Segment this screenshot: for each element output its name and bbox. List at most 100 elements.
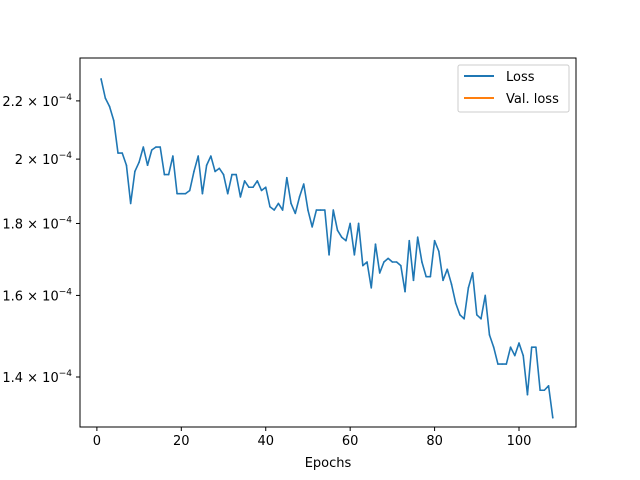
x-tick-label: 80 [426,434,443,449]
data-point [340,236,343,239]
data-point [121,152,124,154]
data-point [336,229,339,232]
y-tick-label: 2 × 10−4 [15,151,73,168]
y-axis-ticks: 1.4 × 10−4 1.6 × 10−4 1.8 × 10−4 2 × 10−4 2.… [2,93,80,386]
data-point [357,222,360,225]
data-point [509,346,512,349]
legend-label-loss: Loss [506,70,535,85]
data-point [222,173,225,176]
data-point [522,354,525,357]
data-point [210,155,212,157]
data-point [383,261,385,263]
data-point [248,186,250,189]
x-tick-label: 40 [257,434,274,449]
data-point [492,346,495,349]
data-point [463,317,465,320]
data-point [526,393,529,396]
data-point [155,146,157,148]
data-point [315,209,318,211]
data-point [543,389,546,392]
data-point [535,346,537,349]
data-point [243,180,246,182]
data-point [252,186,254,189]
data-point [319,209,322,211]
data-point [450,283,453,285]
legend: Loss Val. loss [457,64,570,113]
data-point [294,212,297,215]
data-point [370,287,373,289]
data-point [290,202,292,205]
data-point [442,279,444,282]
data-point [269,205,271,208]
data-point [425,275,427,278]
data-point [551,416,554,419]
x-tick-label: 20 [173,434,190,449]
data-point [416,236,419,239]
data-point [476,314,478,316]
data-point [505,363,508,365]
legend-label-val-loss: Val. loss [506,92,559,107]
data-point [471,272,474,274]
data-point [205,164,208,167]
data-point [387,257,389,260]
data-point [378,272,381,274]
data-point [353,254,356,256]
data-point [480,317,482,320]
data-point [391,261,394,263]
data-point [112,119,115,122]
data-point [226,192,229,195]
data-point [150,149,153,151]
data-point [286,176,288,179]
data-point [142,146,145,148]
data-point [159,146,161,148]
data-point [134,170,136,173]
x-axis-label: Epochs [305,456,352,471]
data-point [231,173,233,176]
data-point [193,170,195,173]
data-point [172,155,174,157]
data-point [366,261,368,263]
data-point [345,239,347,242]
data-point [273,209,275,211]
data-point [167,173,170,176]
data-point [125,164,128,167]
data-point [530,346,533,349]
data-point [117,152,119,154]
x-axis-ticks: 0 20 40 60 80 100 [93,427,532,449]
data-point [201,192,204,195]
data-point [104,97,107,99]
data-point [454,302,457,304]
data-point [184,192,187,195]
series-line-0 [100,78,554,419]
data-point [311,226,313,228]
data-point [497,363,499,365]
data-point [163,173,166,176]
x-tick-label: 0 [93,434,101,449]
data-point [256,180,259,182]
data-point [328,254,330,256]
data-point [513,354,516,357]
data-point [277,202,280,205]
data-point [518,342,520,344]
data-point [374,243,377,245]
data-point [197,155,199,157]
data-point [438,250,440,253]
data-point [260,189,263,192]
data-point [188,189,191,192]
data-point [547,385,550,387]
data-point [307,209,309,211]
data-point [214,170,216,173]
data-point [446,268,449,271]
series-layer [100,78,554,419]
data-point [298,196,301,198]
data-point [218,167,221,170]
data-point [404,290,406,293]
data-point [484,294,487,297]
data-point [349,222,351,225]
data-point [433,239,436,242]
data-point [362,264,364,267]
data-point [176,192,178,195]
x-tick-label: 100 [507,434,532,449]
data-point [235,173,237,176]
